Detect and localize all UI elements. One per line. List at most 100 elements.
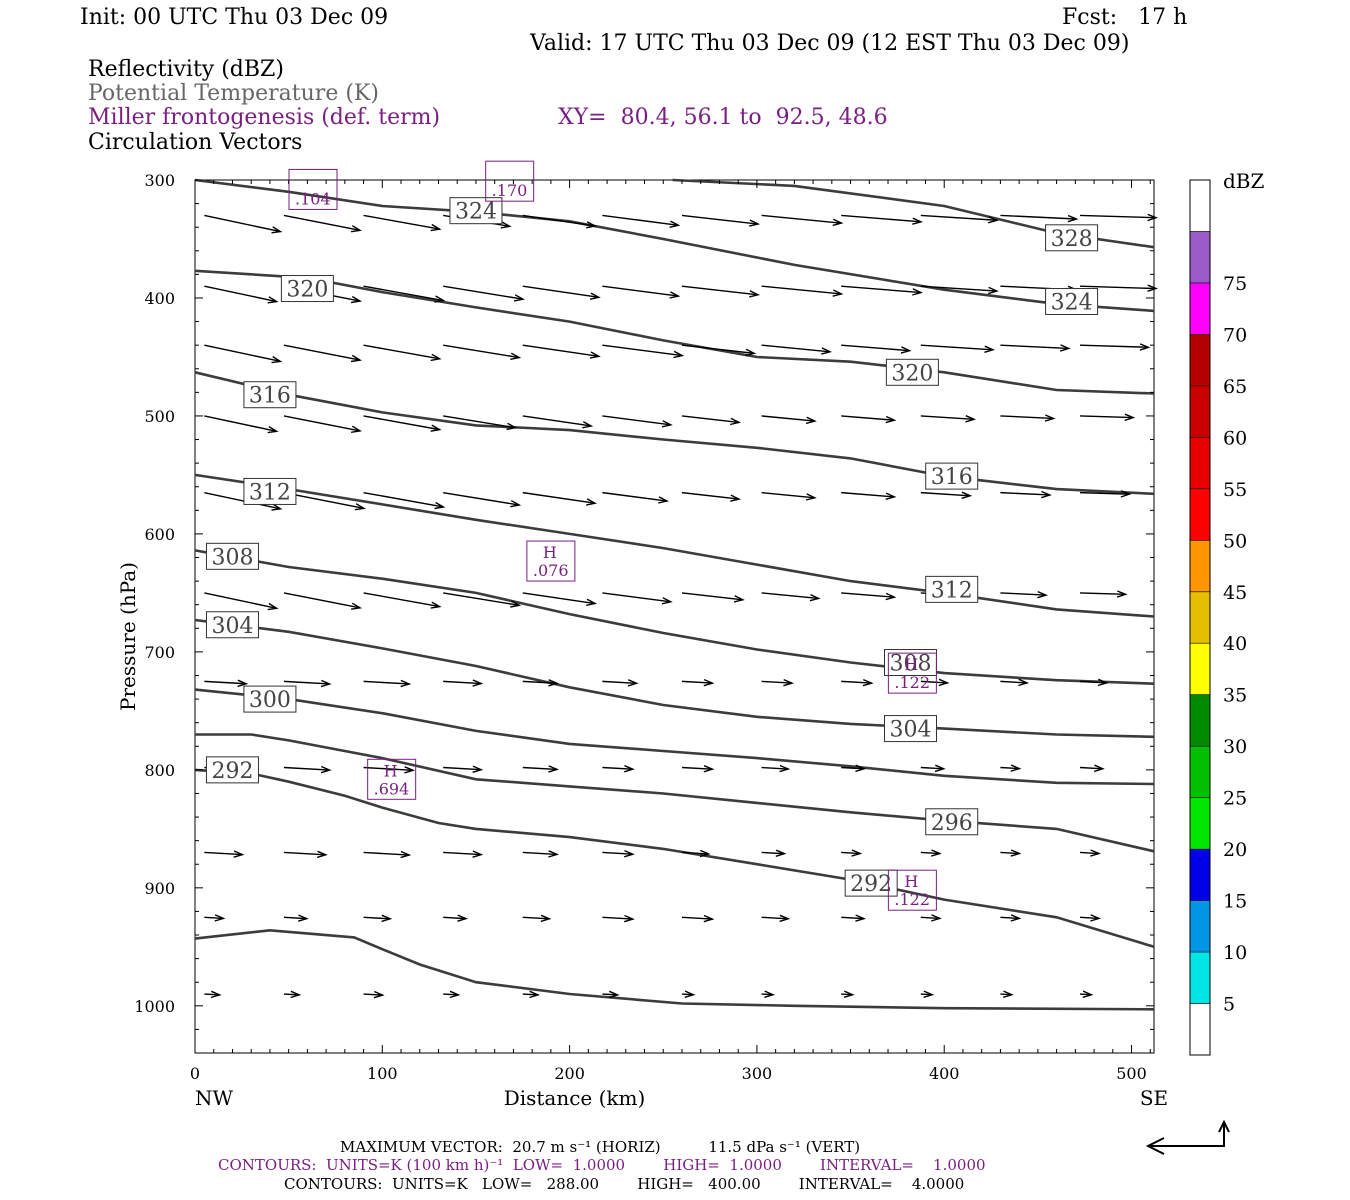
vector-arrowhead xyxy=(271,356,283,364)
theta-label-box xyxy=(925,808,979,836)
circulation-vector xyxy=(602,491,668,502)
circulation-vector xyxy=(363,415,440,431)
circulation-vector xyxy=(204,680,247,685)
circulation-vector xyxy=(1079,766,1103,770)
vector-arrowhead xyxy=(733,595,745,603)
circulation-vector xyxy=(522,415,592,427)
vector-arrowhead xyxy=(661,597,673,605)
vector-arrowhead xyxy=(316,850,328,859)
circulation-vector xyxy=(1000,851,1020,855)
vector-arrowhead xyxy=(1010,914,1022,922)
y-tick-label: 300 xyxy=(144,171,175,190)
circulation-vector xyxy=(363,916,391,920)
vector-arrowhead xyxy=(472,679,484,687)
circulation-vector xyxy=(204,592,277,609)
colorbar-level-label: 15 xyxy=(1223,891,1247,913)
vector-arrowhead xyxy=(354,503,366,511)
circulation-vector xyxy=(602,214,679,226)
circulation-vector xyxy=(1000,415,1054,420)
vector-arrowhead xyxy=(809,593,821,602)
x-tick-label: 400 xyxy=(929,1064,960,1083)
circulation-vector xyxy=(920,344,994,351)
circulation-vector xyxy=(283,916,307,920)
colorbar-swatch xyxy=(1190,385,1210,438)
circulation-vector xyxy=(283,680,330,685)
circulation-vector xyxy=(761,592,819,600)
vector-arrowhead xyxy=(1097,678,1109,687)
circulation-vector xyxy=(1000,916,1020,920)
colorbar-level-label: 60 xyxy=(1223,427,1247,449)
frontogenesis-label-box xyxy=(367,758,417,800)
vector-arrowhead xyxy=(912,288,924,296)
circulation-vector xyxy=(283,415,361,432)
vector-arrowhead xyxy=(684,990,696,998)
colorbar-level-label: 45 xyxy=(1223,582,1247,604)
vector-arrowhead xyxy=(965,415,977,423)
vector-arrowhead xyxy=(703,678,715,687)
circulation-vector xyxy=(1079,851,1100,855)
circulation-vector xyxy=(841,285,922,294)
theta-label-box xyxy=(243,685,297,713)
theta-label: 308 xyxy=(211,545,253,570)
vector-arrowhead xyxy=(779,764,791,773)
vector-arrowhead xyxy=(627,679,639,687)
vector-arrowhead xyxy=(500,221,512,229)
circulation-vector xyxy=(204,491,281,510)
vector-arrowhead xyxy=(730,417,742,426)
vector-arrowhead xyxy=(1044,414,1056,422)
theta-contour-288 xyxy=(194,928,1155,1011)
vector-arrowhead xyxy=(885,492,897,500)
colorbar-level-label: 30 xyxy=(1223,736,1247,758)
vector-arrowhead xyxy=(472,765,484,773)
y-tick-label: 900 xyxy=(144,879,175,898)
vector-arrowhead xyxy=(1147,284,1159,292)
theta-label-box xyxy=(925,575,979,603)
vector-arrowhead xyxy=(430,424,442,432)
vector-arrowhead xyxy=(669,220,681,228)
field-frontogenesis: Miller frontogenesis (def. term) xyxy=(88,105,441,130)
vector-arrowhead xyxy=(885,592,897,601)
theta-label-box xyxy=(243,477,297,505)
circulation-vector xyxy=(602,766,633,770)
vector-arrowhead xyxy=(749,290,761,298)
circulation-vector xyxy=(204,344,281,363)
circulation-vector xyxy=(204,916,224,920)
vector-arrowhead xyxy=(586,221,598,229)
circulation-vector xyxy=(920,214,997,221)
circulation-vector xyxy=(1000,214,1077,220)
vector-arrowhead xyxy=(938,678,950,687)
circulation-vector xyxy=(283,344,361,361)
theta-label: 312 xyxy=(931,578,973,603)
colorbar-title: dBZ xyxy=(1223,169,1265,193)
init-time: Init: 00 UTC Thu 03 Dec 09 xyxy=(80,5,389,30)
theta-label: 308 xyxy=(890,652,932,677)
vector-arrowhead xyxy=(540,914,552,923)
vector-arrowhead xyxy=(855,914,867,922)
colorbar-level-label: 10 xyxy=(1223,942,1247,964)
colorbar-level-label: 55 xyxy=(1223,479,1247,501)
vector-arrowhead xyxy=(779,914,791,923)
theta-contour-316 xyxy=(194,371,1155,496)
theta-contour-320 xyxy=(194,269,1155,395)
vector-arrowhead xyxy=(832,289,844,297)
vector-arrowhead xyxy=(457,914,469,922)
circulation-vector xyxy=(681,491,740,500)
frontogenesis-label-box xyxy=(485,160,535,202)
circulation-vector xyxy=(1079,680,1107,684)
circulation-vector xyxy=(443,415,516,429)
theta-label: 312 xyxy=(249,480,291,505)
vector-arrowhead xyxy=(669,291,681,299)
vector-arrowhead xyxy=(548,679,560,687)
frontogenesis-high-marker: H xyxy=(904,655,918,674)
circulation-vector xyxy=(1000,592,1047,596)
circulation-vector xyxy=(602,851,633,855)
circulation-vector xyxy=(841,592,895,598)
vector-arrowhead xyxy=(1139,343,1151,351)
y-tick-label: 700 xyxy=(144,643,175,662)
vector-arrowhead xyxy=(404,766,416,774)
circulation-vector xyxy=(920,851,940,855)
circulation-vector xyxy=(1079,592,1126,596)
theta-label: 320 xyxy=(891,361,933,386)
circulation-vector xyxy=(522,851,558,856)
